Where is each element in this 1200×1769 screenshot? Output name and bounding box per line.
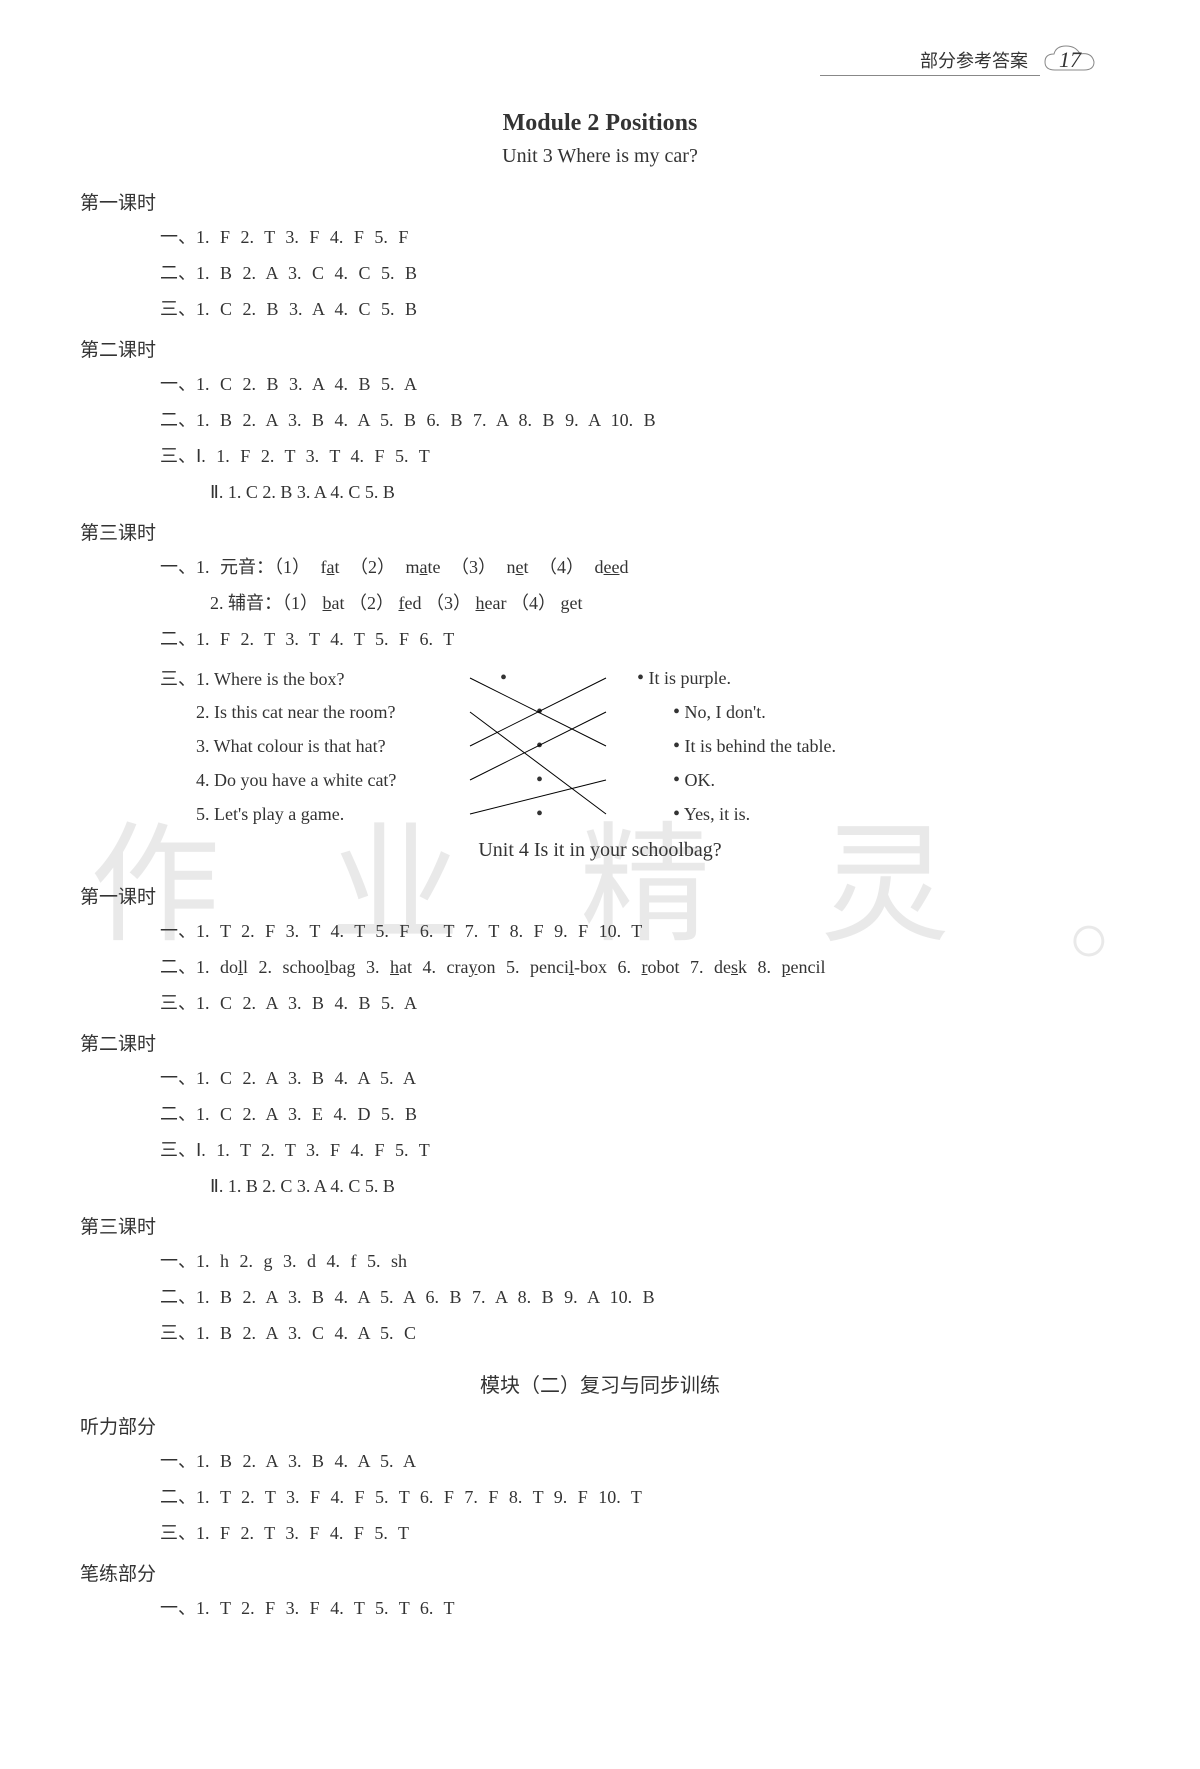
answer-row: 一、1. T 2. F 3. T 4. T 5. F 6. T 7. T 8. … bbox=[80, 913, 1120, 949]
underlined-letter: a bbox=[327, 557, 335, 577]
answer-row: 一、1. C 2. B 3. A 4. B 5. A bbox=[80, 366, 1120, 402]
match-row: 三、1. Where is the box? • • It is purple. bbox=[160, 661, 1120, 695]
text: 2. 辅音：（1） bbox=[210, 593, 323, 613]
listening-heading: 听力部分 bbox=[80, 1412, 1120, 1439]
page-number: 17 bbox=[1059, 47, 1081, 73]
underlined-letter: h bbox=[390, 957, 399, 977]
text: 二、1. do bbox=[160, 957, 238, 977]
text: encil bbox=[791, 957, 826, 977]
dot-icon: • bbox=[637, 667, 644, 689]
answer-row: 三、Ⅰ. 1. F 2. T 3. T 4. F 5. T bbox=[80, 438, 1120, 474]
text: t （4） d bbox=[524, 557, 604, 577]
text: d bbox=[620, 557, 629, 577]
answer-row: 一、1. C 2. A 3. B 4. A 5. A bbox=[80, 1060, 1120, 1096]
match-q: 1. Where is the box? bbox=[196, 669, 344, 689]
match-row: 3. What colour is that hat? • • It is be… bbox=[160, 729, 1120, 763]
answer-row: Ⅱ. 1. C 2. B 3. A 4. C 5. B bbox=[80, 474, 1120, 510]
written-heading: 笔练部分 bbox=[80, 1559, 1120, 1586]
text: l 2. schoo bbox=[243, 957, 325, 977]
lesson2-3-heading: 第三课时 bbox=[80, 1212, 1120, 1239]
answer-row: 一、1. T 2. F 3. F 4. T 5. T 6. T bbox=[80, 1590, 1120, 1626]
answer-row: 二、1. B 2. A 3. B 4. A 5. B 6. B 7. A 8. … bbox=[80, 402, 1120, 438]
dot-icon: • bbox=[673, 701, 680, 723]
lesson2-1-heading: 第一课时 bbox=[80, 882, 1120, 909]
text: et bbox=[569, 593, 582, 613]
match-row: 5. Let's play a game. • • Yes, it is. bbox=[160, 797, 1120, 831]
answer-row: 二、1. B 2. A 3. B 4. A 5. A 6. B 7. A 8. … bbox=[80, 1279, 1120, 1315]
answer-row: 一、1. 元音：（1） fat （2） mate （3） net （4） dee… bbox=[80, 549, 1120, 585]
lesson2-2-heading: 第二课时 bbox=[80, 1029, 1120, 1056]
underlined-letter: a bbox=[420, 557, 428, 577]
match-a: It is purple. bbox=[649, 668, 732, 688]
unit4-title: Unit 4 Is it in your schoolbag? bbox=[80, 839, 1120, 862]
match-a: No, I don't. bbox=[685, 702, 766, 722]
lesson1-2-heading: 第二课时 bbox=[80, 335, 1120, 362]
answer-row: 一、1. F 2. T 3. F 4. F 5. F bbox=[80, 219, 1120, 255]
text: t （2） m bbox=[335, 557, 420, 577]
prefix: 三、 bbox=[160, 669, 196, 689]
answer-row: 二、1. B 2. A 3. C 4. C 5. B bbox=[80, 255, 1120, 291]
header-label: 部分参考答案 bbox=[920, 47, 1028, 73]
text: k 8. bbox=[738, 957, 782, 977]
match-a: It is behind the table. bbox=[685, 736, 836, 756]
dot-icon: • bbox=[673, 769, 680, 791]
underlined-letter: ee bbox=[604, 557, 620, 577]
text: at （2） bbox=[332, 593, 399, 613]
match-a: Yes, it is. bbox=[684, 804, 750, 824]
text: bag 3. bbox=[330, 957, 391, 977]
matching-lines bbox=[468, 661, 618, 831]
page-number-cloud: 17 bbox=[1040, 40, 1100, 80]
match-row: 2. Is this cat near the room? • • No, I … bbox=[160, 695, 1120, 729]
text: -box 6. bbox=[574, 957, 642, 977]
underlined-letter: s bbox=[731, 957, 738, 977]
matching-exercise: 三、1. Where is the box? • • It is purple.… bbox=[80, 661, 1120, 831]
answer-row: Ⅱ. 1. B 2. C 3. A 4. C 5. B bbox=[80, 1168, 1120, 1204]
dot-icon: • bbox=[673, 735, 680, 757]
text: on 5. penci bbox=[478, 957, 569, 977]
review-title: 模块（二）复习与同步训练 bbox=[80, 1369, 1120, 1398]
module-title: Module 2 Positions bbox=[80, 110, 1120, 137]
page-header: 部分参考答案 17 bbox=[80, 40, 1120, 80]
watermark-mark: ○ bbox=[1068, 900, 1110, 980]
text: te （3） n bbox=[428, 557, 516, 577]
underlined-letter: p bbox=[782, 957, 791, 977]
answer-row: 三、Ⅰ. 1. T 2. T 3. F 4. F 5. T bbox=[80, 1132, 1120, 1168]
answer-row: 2. 辅音：（1） bat （2） fed （3） hear （4） get bbox=[80, 585, 1120, 621]
header-divider bbox=[820, 75, 1040, 76]
underlined-letter: h bbox=[476, 593, 485, 613]
match-a: OK. bbox=[685, 770, 716, 790]
underlined-letter: e bbox=[516, 557, 524, 577]
text: ed （3） bbox=[405, 593, 476, 613]
page-container: 部分参考答案 17 Module 2 Positions Unit 3 Wher… bbox=[0, 0, 1200, 1686]
underlined-letter: b bbox=[323, 593, 332, 613]
answer-row: 三、1. C 2. A 3. B 4. B 5. A bbox=[80, 985, 1120, 1021]
text: obot 7. de bbox=[648, 957, 732, 977]
answer-row: 二、1. C 2. A 3. E 4. D 5. B bbox=[80, 1096, 1120, 1132]
underlined-letter: y bbox=[469, 957, 478, 977]
text: at 4. cra bbox=[399, 957, 468, 977]
answer-row: 一、1. h 2. g 3. d 4. f 5. sh bbox=[80, 1243, 1120, 1279]
answer-row: 三、1. F 2. T 3. F 4. F 5. T bbox=[80, 1515, 1120, 1551]
match-row: 4. Do you have a white cat? • • OK. bbox=[160, 763, 1120, 797]
lesson1-3-heading: 第三课时 bbox=[80, 518, 1120, 545]
text: ear （4） bbox=[485, 593, 561, 613]
answer-row: 二、1. doll 2. schoolbag 3. hat 4. crayon … bbox=[80, 949, 1120, 985]
dot-icon: • bbox=[673, 803, 680, 825]
answer-row: 二、1. T 2. T 3. F 4. F 5. T 6. F 7. F 8. … bbox=[80, 1479, 1120, 1515]
text: 一、1. 元音：（1） f bbox=[160, 557, 327, 577]
answer-row: 三、1. B 2. A 3. C 4. A 5. C bbox=[80, 1315, 1120, 1351]
answer-row: 三、1. C 2. B 3. A 4. C 5. B bbox=[80, 291, 1120, 327]
answer-row: 二、1. F 2. T 3. T 4. T 5. F 6. T bbox=[80, 621, 1120, 657]
answer-row: 一、1. B 2. A 3. B 4. A 5. A bbox=[80, 1443, 1120, 1479]
lesson1-1-heading: 第一课时 bbox=[80, 188, 1120, 215]
unit3-title: Unit 3 Where is my car? bbox=[80, 145, 1120, 168]
